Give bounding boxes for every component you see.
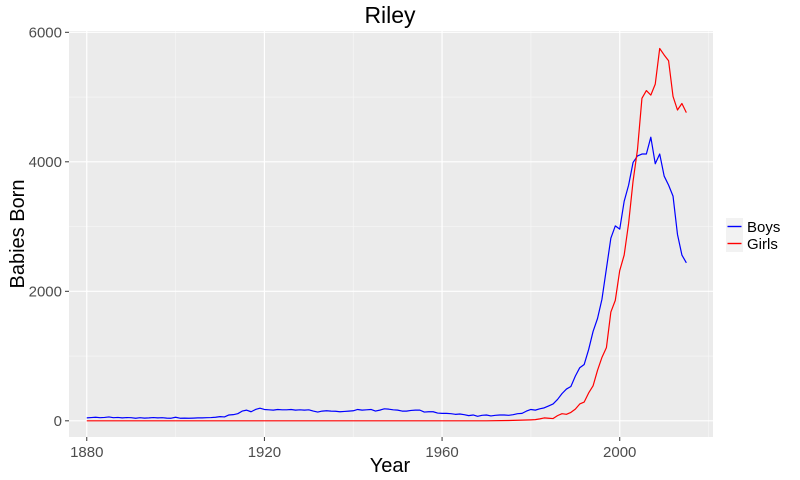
chart-title: Riley <box>364 2 416 28</box>
x-axis-title: Year <box>370 455 411 477</box>
y-tick-label: 0 <box>54 413 62 430</box>
series-line-girls <box>86 47 687 422</box>
grid-minor <box>69 31 713 437</box>
y-tick-label: 2000 <box>29 283 62 300</box>
x-tick-label: 1960 <box>425 444 458 461</box>
x-tick-label: 1920 <box>248 444 281 461</box>
legend-label-girls: Girls <box>747 236 778 253</box>
y-axis-title: Babies Born <box>7 180 29 289</box>
series-layer <box>86 47 687 422</box>
series-line-boys <box>86 136 687 419</box>
plot-panel <box>69 31 713 437</box>
y-tick-label: 4000 <box>29 154 62 171</box>
x-tick-label: 1880 <box>70 444 103 461</box>
y-tick-label: 6000 <box>29 24 62 41</box>
x-tick-label: 2000 <box>603 444 636 461</box>
y-axis: 0 2000 4000 6000 <box>29 24 69 430</box>
x-axis: 1880 1920 1960 2000 <box>70 437 636 461</box>
legend-label-boys: Boys <box>747 219 780 236</box>
